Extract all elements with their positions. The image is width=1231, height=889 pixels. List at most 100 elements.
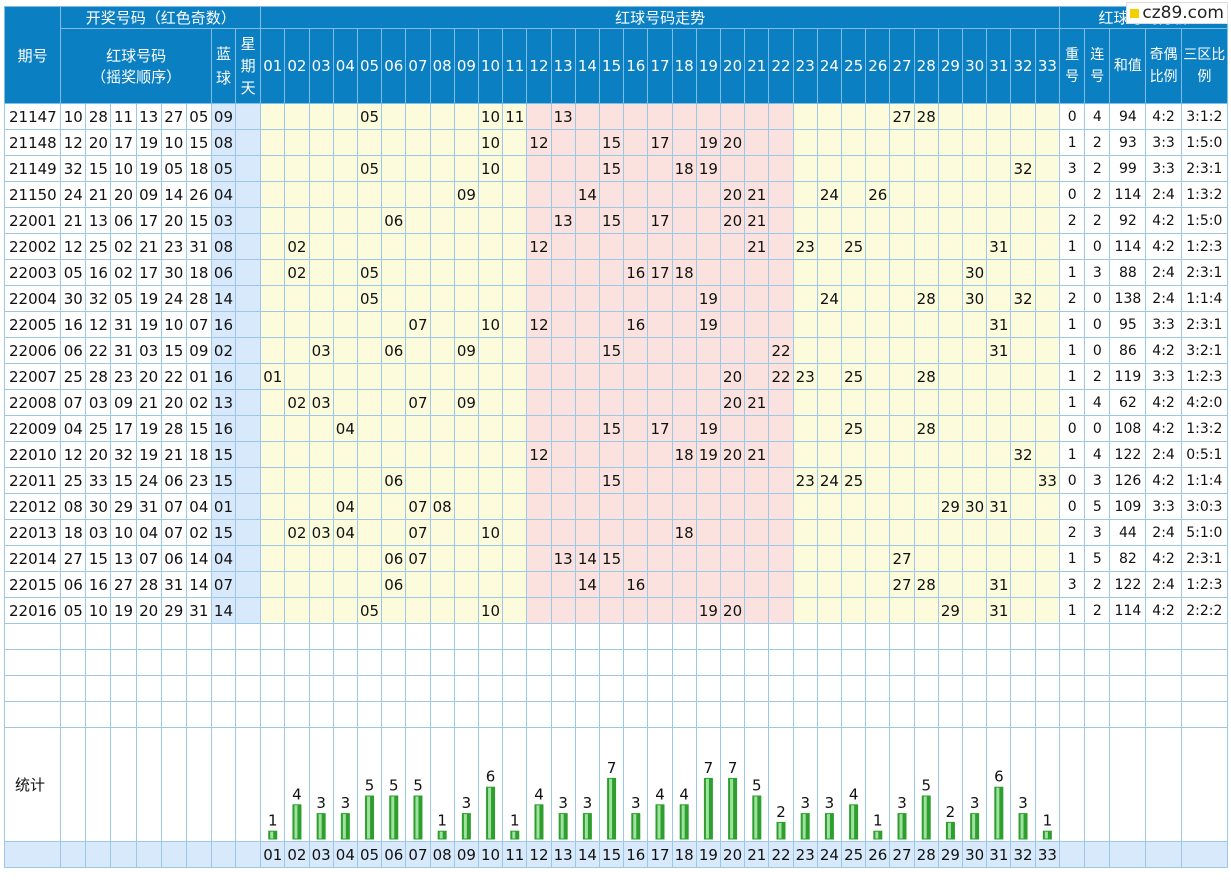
number-column-header: 05	[356, 28, 383, 104]
trend-empty-cell	[768, 467, 794, 494]
red-ball-number: 32	[85, 285, 112, 312]
trend-empty-cell	[889, 493, 915, 520]
red-ball-number: 17	[135, 259, 162, 286]
trend-empty-cell	[623, 337, 649, 364]
trend-empty-cell	[986, 207, 1012, 234]
stats-bar-cell	[623, 727, 649, 842]
trend-empty-cell	[744, 493, 770, 520]
trend-hit-number: 15	[598, 415, 625, 442]
trend-hit-number: 15	[598, 129, 625, 156]
red-ball-header-sub: （摇奖顺序）	[91, 68, 182, 86]
trend-empty-cell	[962, 415, 988, 442]
trend-empty-cell	[574, 285, 600, 312]
footer-number-label: 11	[502, 841, 528, 868]
red-ball-number: 21	[135, 389, 162, 416]
blank-cell	[1010, 675, 1036, 702]
footer-number-label: 06	[381, 841, 407, 868]
trend-empty-cell	[719, 571, 746, 598]
trend-empty-cell	[308, 441, 334, 468]
trend-empty-cell	[671, 467, 697, 494]
trend-empty-cell	[889, 415, 915, 442]
red-ball-number: 03	[135, 337, 162, 364]
trend-empty-cell	[1010, 181, 1036, 208]
blue-ball-number: 06	[210, 259, 237, 286]
trend-empty-cell	[841, 129, 867, 156]
trend-empty-cell	[744, 363, 770, 390]
trend-empty-cell	[913, 155, 939, 182]
trend-empty-cell	[574, 519, 600, 546]
trend-empty-cell	[308, 129, 334, 156]
blank-cell	[429, 675, 455, 702]
trend-empty-cell	[477, 415, 504, 442]
red-ball-number: 13	[135, 103, 162, 130]
repeat-count: 1	[1059, 259, 1086, 286]
trend-empty-cell	[792, 337, 818, 364]
blue-ball-number: 05	[210, 155, 237, 182]
red-ball-number: 19	[135, 129, 162, 156]
trend-hit-number: 18	[671, 155, 697, 182]
blank-cell	[816, 701, 843, 728]
trend-header: 红球号码走势	[260, 6, 1061, 29]
blank-cell	[1084, 675, 1111, 702]
trend-hit-number: 31	[986, 337, 1012, 364]
trend-empty-cell	[623, 155, 649, 182]
trend-empty-cell	[526, 155, 552, 182]
trend-hit-number: 22	[768, 363, 794, 390]
number-column-header: 10	[477, 28, 504, 104]
trend-empty-cell	[865, 389, 891, 416]
red-ball-number: 10	[60, 103, 87, 130]
stats-bar-cell	[1034, 727, 1061, 842]
red-ball-number: 31	[135, 493, 162, 520]
blank-cell	[60, 727, 87, 842]
footer-number-label: 20	[719, 841, 746, 868]
trend-empty-cell	[1010, 545, 1036, 572]
trend-empty-cell	[719, 519, 746, 546]
zone-ratio: 4:2:0	[1180, 389, 1229, 416]
trend-empty-cell	[962, 155, 988, 182]
trend-empty-cell	[768, 207, 794, 234]
blank-cell	[889, 675, 915, 702]
blank-cell	[160, 675, 187, 702]
blank-cell	[135, 649, 162, 676]
blank-cell	[110, 649, 137, 676]
trend-hit-number: 15	[598, 337, 625, 364]
analysis-column-label: 连号	[1090, 47, 1105, 85]
trend-empty-cell	[526, 571, 552, 598]
red-ball-number: 09	[135, 181, 162, 208]
stats-bar-cell	[1010, 727, 1036, 842]
trend-empty-cell	[986, 103, 1012, 130]
number-column-header: 09	[453, 28, 479, 104]
trend-hit-number: 12	[526, 441, 552, 468]
trend-empty-cell	[308, 181, 334, 208]
trend-hit-number: 02	[284, 233, 310, 260]
red-ball-number: 19	[135, 311, 162, 338]
weekday-cell	[235, 597, 262, 624]
repeat-count: 0	[1059, 415, 1086, 442]
number-column-header: 23	[792, 28, 818, 104]
zone-ratio: 5:1:0	[1180, 519, 1229, 546]
stats-bar-cell	[937, 727, 964, 842]
trend-empty-cell	[308, 103, 334, 130]
blue-ball-number: 08	[210, 233, 237, 260]
trend-hit-number: 10	[477, 155, 504, 182]
sum-value: 88	[1109, 259, 1147, 286]
trend-empty-cell	[381, 155, 407, 182]
trend-empty-cell	[889, 467, 915, 494]
trend-empty-cell	[381, 597, 407, 624]
trend-empty-cell	[477, 181, 504, 208]
blank-cell	[110, 623, 137, 650]
trend-hit-number: 31	[986, 571, 1012, 598]
trend-empty-cell	[1034, 129, 1061, 156]
blank-cell	[913, 623, 939, 650]
red-ball-number: 10	[110, 155, 137, 182]
trend-empty-cell	[405, 363, 431, 390]
weekday-cell	[235, 207, 262, 234]
zone-ratio: 1:2:3	[1180, 363, 1229, 390]
trend-empty-cell	[623, 415, 649, 442]
red-ball-number: 07	[160, 519, 187, 546]
issue-number: 21148	[3, 129, 62, 156]
trend-hit-number: 19	[695, 441, 722, 468]
trend-empty-cell	[381, 129, 407, 156]
red-ball-number: 15	[185, 207, 212, 234]
trend-hit-number: 20	[719, 129, 746, 156]
